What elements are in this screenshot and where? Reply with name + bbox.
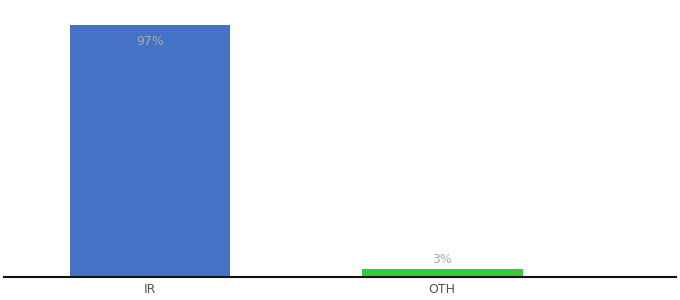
Bar	[70, 25, 231, 277]
Text: 97%: 97%	[136, 35, 164, 48]
Bar	[362, 269, 522, 277]
Text: 3%: 3%	[432, 253, 452, 266]
